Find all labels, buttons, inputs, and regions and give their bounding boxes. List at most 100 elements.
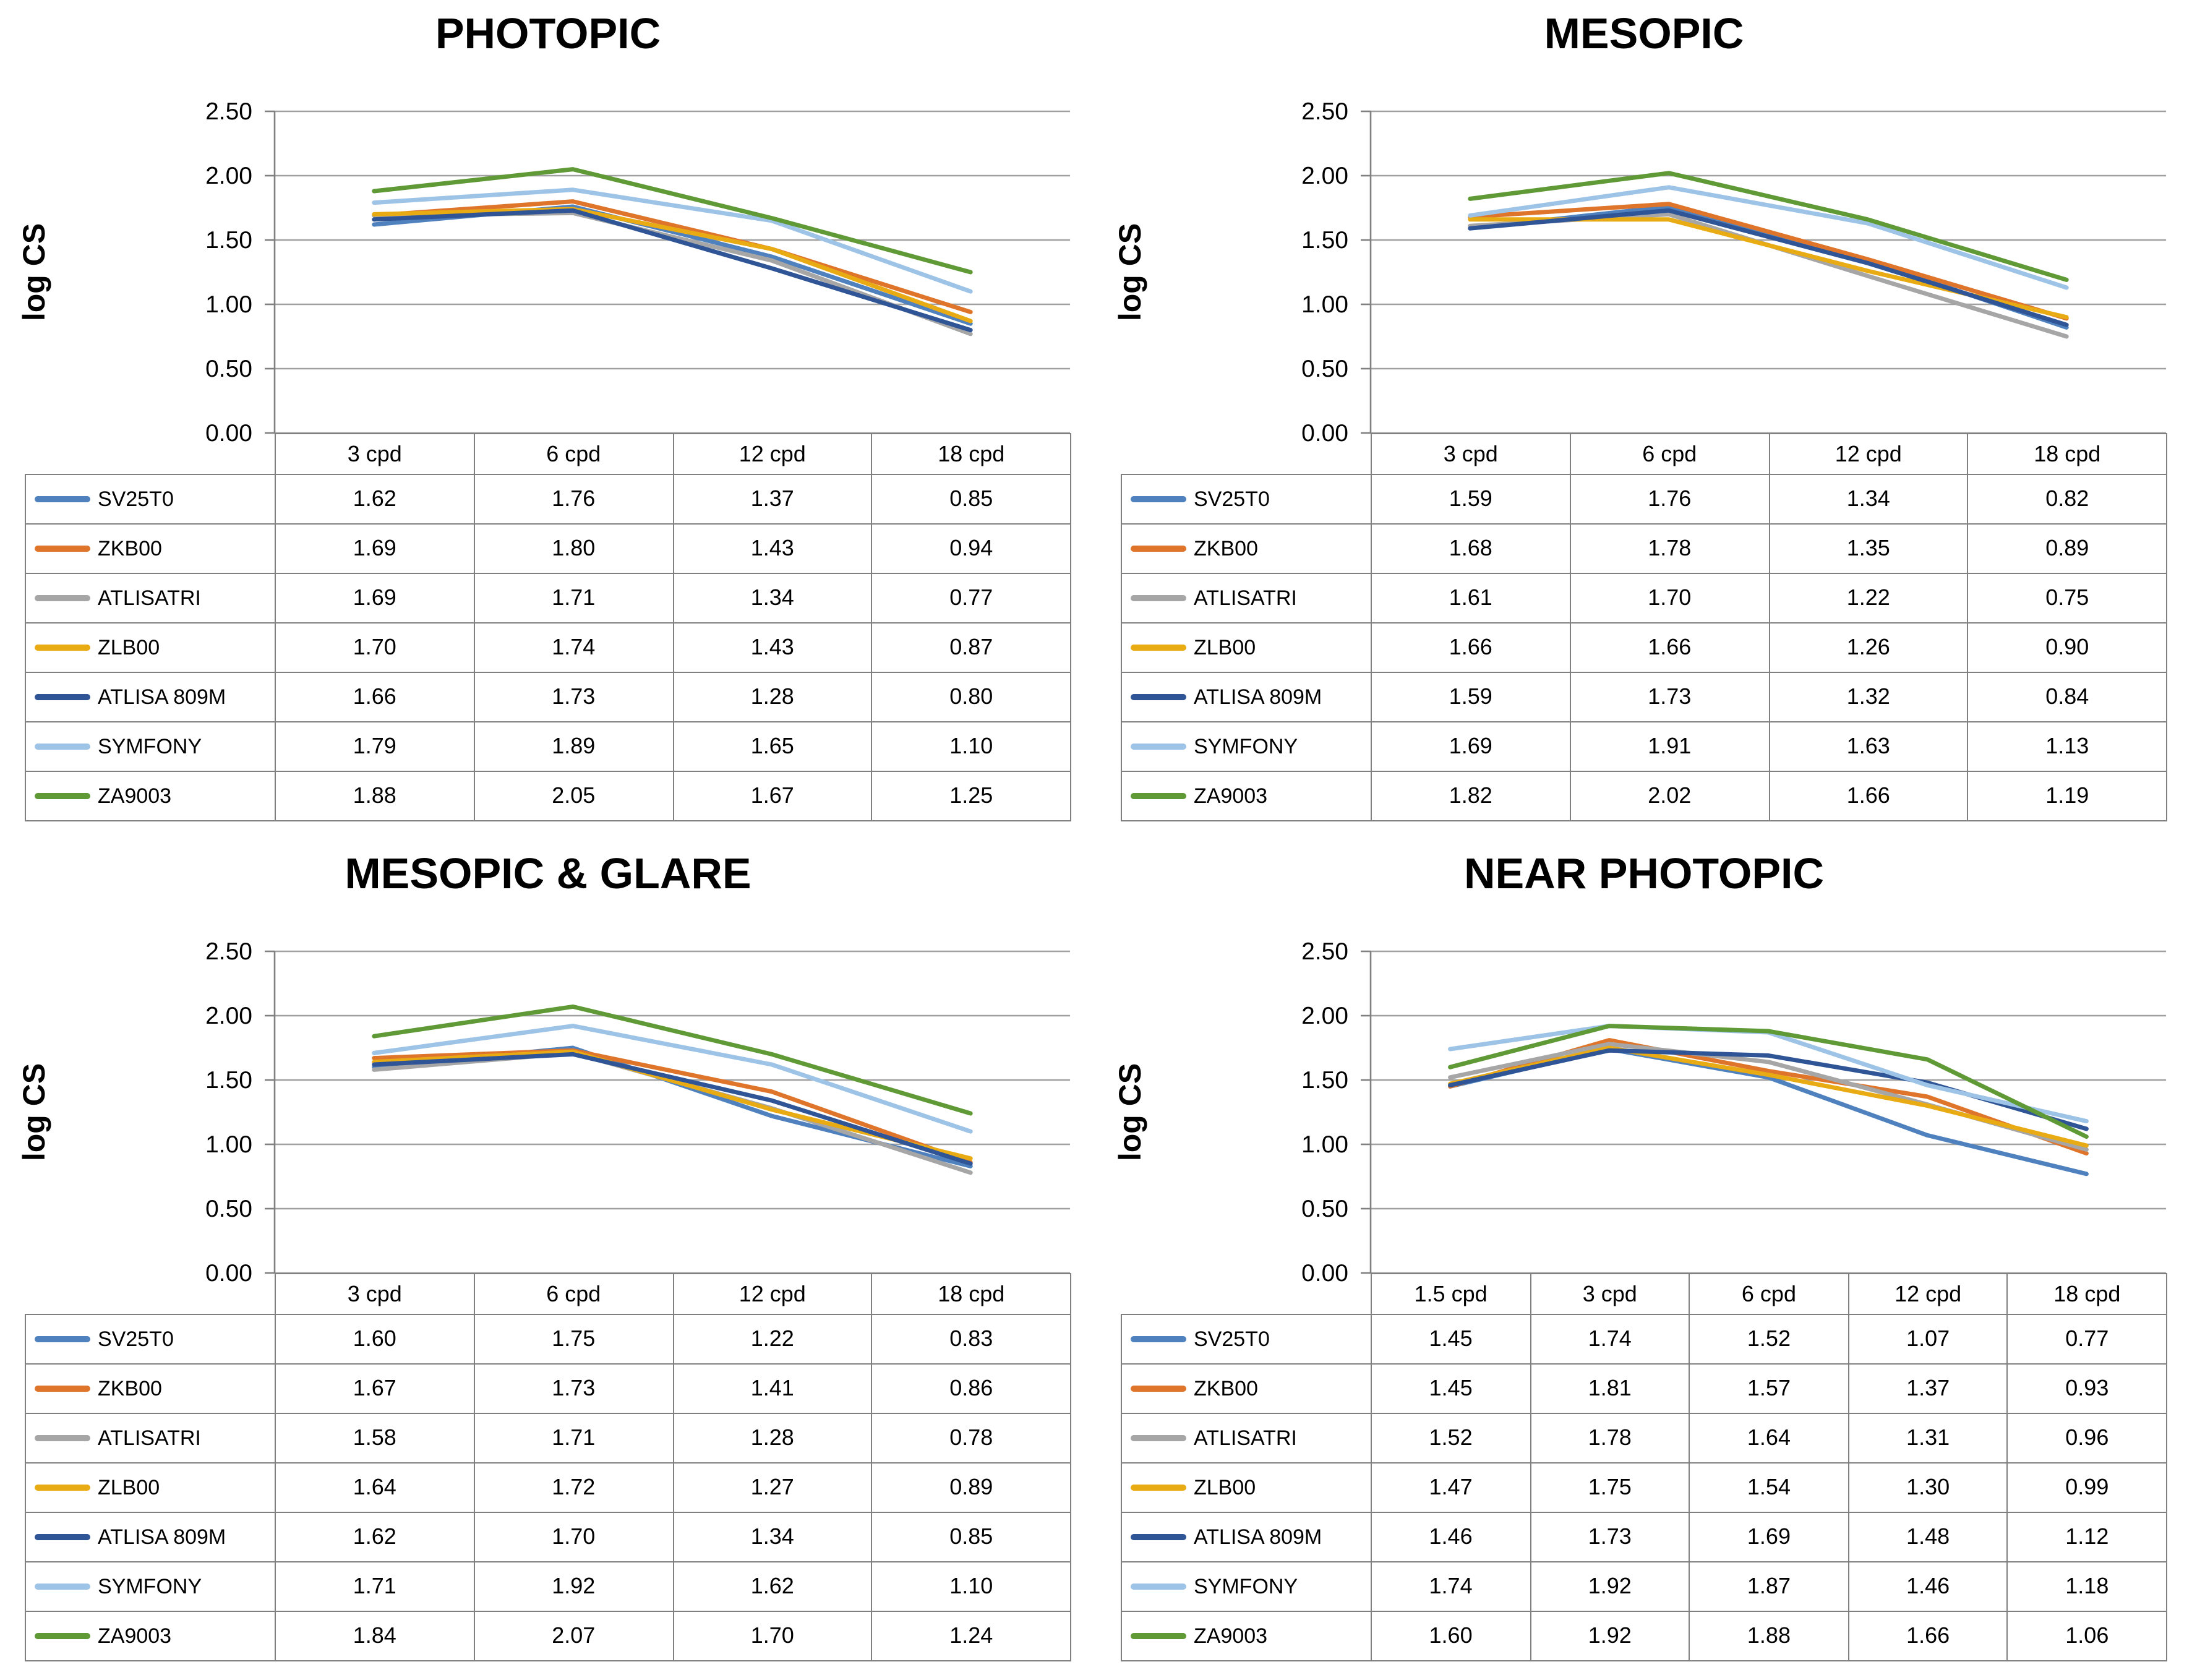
value-cell: 0.87: [871, 622, 1071, 673]
series-line-sv25t0: [372, 1045, 973, 1168]
legend-swatch: [35, 545, 90, 552]
value-cell: 1.92: [473, 1561, 674, 1612]
y-axis-tick-label: 1.50: [1301, 1067, 1348, 1094]
category-header: 18 cpd: [2006, 1273, 2167, 1315]
table-row: ATLISATRI 1.52 1.78 1.64 1.31 0.96: [1121, 1413, 2167, 1464]
value-cell: 1.25: [871, 771, 1071, 821]
series-name: ZLB00: [1194, 635, 1256, 659]
series-label: ATLISATRI: [25, 573, 276, 624]
series-label: SV25T0: [1121, 474, 1372, 525]
value-cell: 1.70: [672, 1611, 873, 1661]
value-cell: 1.71: [275, 1561, 475, 1612]
value-cell: 0.89: [1967, 523, 2167, 574]
y-axis-title: log CS: [1113, 223, 1147, 321]
value-cell: 1.73: [473, 672, 674, 722]
category-header: 3 cpd: [1530, 1273, 1690, 1315]
series-name: SV25T0: [1194, 1327, 1270, 1350]
value-cell: 1.22: [1768, 573, 1969, 624]
category-header-row: 3 cpd 6 cpd 12 cpd 18 cpd: [25, 1273, 1071, 1315]
value-cell: 1.34: [1768, 474, 1969, 525]
series-label: SV25T0: [1121, 1314, 1372, 1365]
series-line-atlisa-809m: [372, 1052, 973, 1166]
value-cell: 0.75: [1967, 573, 2167, 624]
value-cell: 1.75: [473, 1314, 674, 1365]
value-cell: 1.37: [1847, 1363, 2008, 1414]
data-table: 3 cpd 6 cpd 12 cpd 18 cpd SV25T0 1.62 1.76 1.37…: [25, 433, 1071, 821]
value-cell: 1.60: [275, 1314, 475, 1365]
series-label: ZLB00: [1121, 1462, 1372, 1513]
panel-photopic: PHOTOPIC 0.00 0.50 1.00 1.50 2.00 2.50 log CS …: [0, 0, 1096, 840]
series-line-atlisa-809m: [372, 208, 973, 333]
y-axis-title: log CS: [17, 1063, 51, 1161]
series-label: ZA9003: [1121, 771, 1372, 821]
value-cell: 2.05: [473, 771, 674, 821]
series-line-zkb00: [372, 199, 973, 314]
value-cell: 1.52: [1689, 1314, 1849, 1365]
value-cell: 1.52: [1371, 1413, 1531, 1464]
category-header: 12 cpd: [1847, 1273, 2008, 1315]
value-cell: 0.96: [2006, 1413, 2167, 1464]
value-cell: 1.81: [1530, 1363, 1690, 1414]
table-row: ATLISA 809M 1.59 1.73 1.32 0.84: [1121, 672, 2167, 722]
data-table: 3 cpd 6 cpd 12 cpd 18 cpd SV25T0 1.60 1.75 1.22…: [25, 1273, 1071, 1661]
legend-swatch: [35, 644, 90, 651]
value-cell: 1.76: [1569, 474, 1770, 525]
gridlines: [1361, 950, 2166, 1274]
category-header: 12 cpd: [672, 433, 873, 475]
value-cell: 1.66: [1371, 622, 1571, 673]
series-name: ATLISA 809M: [1194, 1525, 1322, 1548]
series-label: SYMFONY: [1121, 1561, 1372, 1612]
series-line-symfony: [372, 187, 973, 294]
series-line-za9003: [372, 167, 973, 275]
value-cell: 1.82: [1371, 771, 1571, 821]
series-label: ZLB00: [25, 1462, 276, 1513]
series-line-sv25t0: [1448, 1047, 2089, 1176]
series-label: ZKB00: [1121, 523, 1372, 574]
value-cell: 1.74: [1530, 1314, 1690, 1365]
category-header: 12 cpd: [672, 1273, 873, 1315]
panel-near-photopic: NEAR PHOTOPIC 0.00 0.50 1.00 1.50 2.00 2.50 lo…: [1096, 840, 2192, 1680]
value-cell: 1.92: [1530, 1561, 1690, 1612]
value-cell: 2.07: [473, 1611, 674, 1661]
y-axis-tick-label: 0.50: [1301, 1196, 1348, 1222]
category-header: 6 cpd: [473, 1273, 674, 1315]
series-name: ATLISA 809M: [1194, 685, 1322, 708]
value-cell: 1.60: [1371, 1611, 1531, 1661]
value-cell: 1.58: [275, 1413, 475, 1464]
series-line-symfony: [1468, 185, 2069, 290]
value-cell: 1.74: [1371, 1561, 1531, 1612]
series-name: ATLISATRI: [1194, 586, 1297, 609]
value-cell: 1.07: [1847, 1314, 2008, 1365]
series-line-atlisa-809m: [1468, 208, 2069, 327]
legend-swatch: [1131, 792, 1186, 799]
value-cell: 1.35: [1768, 523, 1969, 574]
value-cell: 1.34: [672, 1512, 873, 1562]
value-cell: 1.63: [1768, 721, 1969, 772]
table-row: ATLISATRI 1.61 1.70 1.22 0.75: [1121, 573, 2167, 624]
value-cell: 1.62: [275, 1512, 475, 1562]
series-name: ZKB00: [1194, 1376, 1258, 1400]
series-label: ZA9003: [1121, 1611, 1372, 1661]
value-cell: 1.26: [1768, 622, 1969, 673]
value-cell: 1.06: [2006, 1611, 2167, 1661]
value-cell: 1.70: [473, 1512, 674, 1562]
series-name: ZA9003: [98, 784, 172, 807]
value-cell: 0.82: [1967, 474, 2167, 525]
y-axis-tick-label: 2.00: [205, 163, 252, 189]
series-label: ATLISA 809M: [25, 1512, 276, 1562]
data-table: 1.5 cpd 3 cpd 6 cpd 12 cpd 18 cpd SV25T0 1.45 1…: [1121, 1273, 2167, 1661]
series-name: SV25T0: [98, 1327, 174, 1350]
table-row: ZKB00 1.68 1.78 1.35 0.89: [1121, 523, 2167, 574]
series-name: ATLISATRI: [98, 1426, 201, 1449]
value-cell: 0.89: [871, 1462, 1071, 1513]
series-label: ZKB00: [25, 1363, 276, 1414]
series-name: SYMFONY: [98, 1574, 202, 1598]
table-corner-cell: [25, 434, 276, 474]
chart-title: PHOTOPIC: [435, 10, 661, 58]
value-cell: 1.69: [275, 523, 475, 574]
category-header-row: 3 cpd 6 cpd 12 cpd 18 cpd: [25, 433, 1071, 475]
category-header: 6 cpd: [1569, 433, 1770, 475]
table-row: ZLB00 1.66 1.66 1.26 0.90: [1121, 622, 2167, 673]
